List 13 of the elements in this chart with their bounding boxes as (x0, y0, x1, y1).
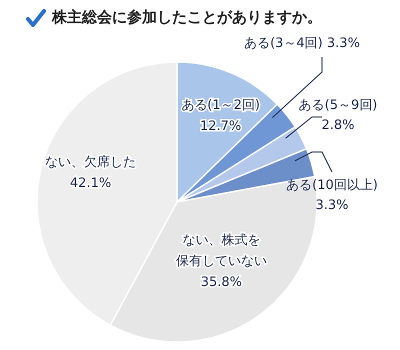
slice-label: ある(3～4回) (244, 36, 323, 51)
data-label: 3.3% (315, 198, 349, 213)
slice-label: ない、株式を保有していない (176, 232, 267, 269)
data-label: 35.8% (200, 274, 242, 290)
slice-label: ある(1～2回) (181, 98, 260, 114)
data-label: 2.8% (321, 118, 355, 133)
data-label: 3.3% (326, 36, 360, 51)
slice-label: ある(5～9回) (298, 98, 378, 113)
slice-label: ない、欠席した (45, 154, 136, 170)
data-label: 12.7% (200, 119, 242, 134)
chart-title: 株主総会に参加したことがありますか。 (52, 8, 322, 27)
data-label: 42.1% (70, 176, 112, 191)
slice-label: ある(10回以上) (286, 178, 378, 193)
